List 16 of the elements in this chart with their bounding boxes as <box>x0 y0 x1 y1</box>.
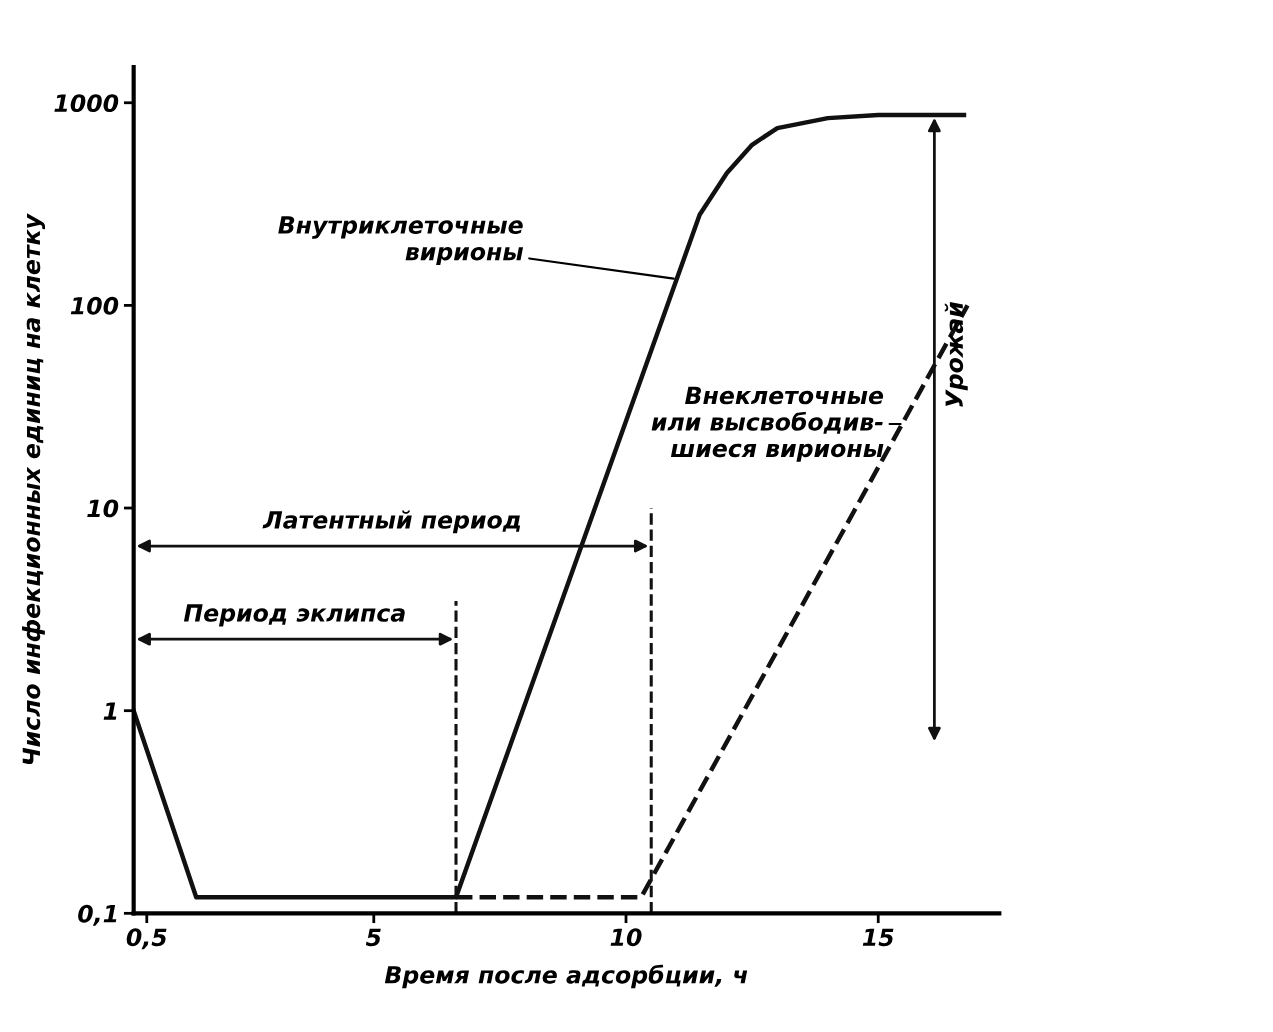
x-tick-label: 15 <box>862 928 894 947</box>
x-tick-label: 0,5 <box>126 928 167 950</box>
x-tick-label: 10 <box>610 928 642 947</box>
y-tick-label: 100 <box>70 296 119 315</box>
y-tick-label: 1 <box>103 702 117 720</box>
annotation: Урожай <box>944 301 968 407</box>
y-tick-label: 10 <box>87 499 119 518</box>
annotation: Внутриклеточные вирионы <box>278 216 524 266</box>
annotation: Период эклипса <box>183 604 405 627</box>
y-axis-title: Число инфекционных единиц на клетку <box>22 213 46 765</box>
x-tick-label: 5 <box>365 928 381 947</box>
y-tick-label: 0,1 <box>78 904 117 926</box>
annotation: Внеклеточные или высвободив- шиеся вирионы <box>651 386 884 462</box>
x-axis-title: Время после адсорбции, ч <box>384 964 748 989</box>
y-tick-label: 1000 <box>54 94 119 113</box>
annotation: Латентный период <box>262 510 521 534</box>
